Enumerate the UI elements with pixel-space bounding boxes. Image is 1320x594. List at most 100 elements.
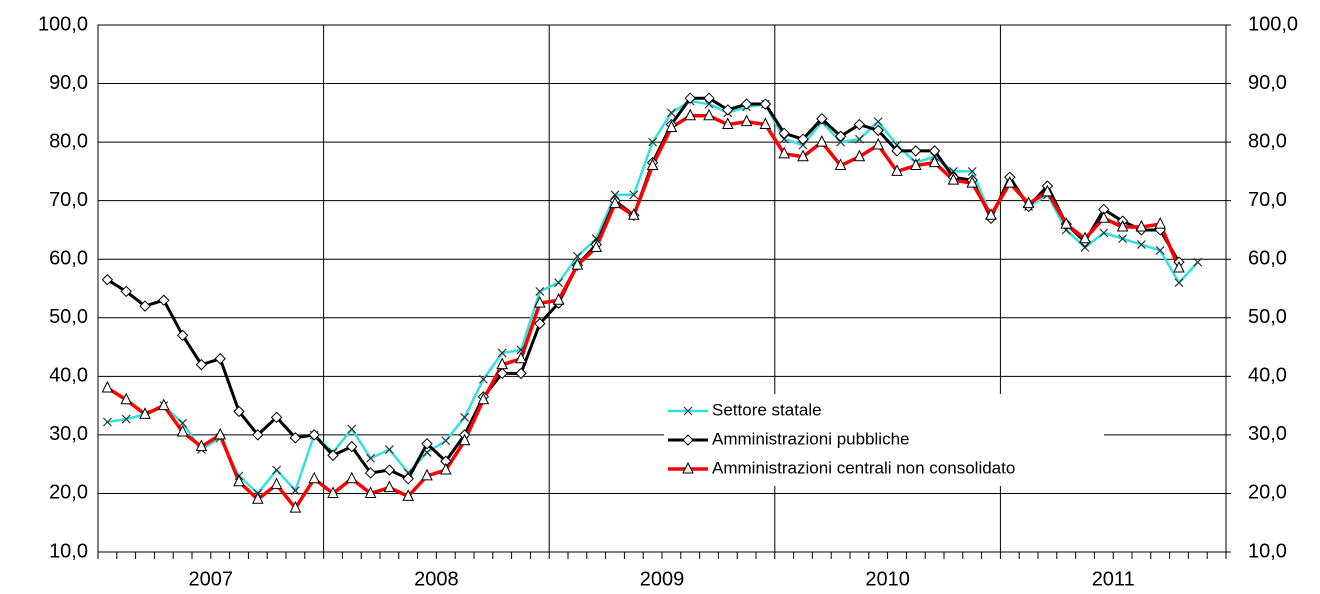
point-marker [948, 166, 958, 176]
y2-tick-label: 20,0 [1248, 482, 1287, 504]
point-marker [384, 445, 394, 454]
point-marker [854, 134, 864, 144]
point-marker [195, 358, 208, 371]
point-marker [364, 486, 377, 498]
point-marker [834, 130, 847, 142]
x-group-label: 2011 [1092, 568, 1135, 590]
point-marker [610, 190, 620, 200]
point-marker [157, 398, 170, 411]
point-marker [289, 432, 302, 444]
legend-box [664, 394, 1104, 486]
point-marker [1118, 234, 1128, 244]
point-marker [515, 367, 527, 380]
point-marker [422, 448, 432, 457]
point-marker [966, 175, 979, 188]
point-marker [1022, 196, 1035, 209]
point-marker [270, 477, 283, 490]
plot-border [97, 24, 1227, 553]
point-marker [120, 392, 133, 405]
legend-marker [682, 434, 694, 446]
point-marker [571, 257, 584, 270]
point-marker [101, 274, 114, 286]
legend-marker [683, 406, 693, 416]
point-marker [458, 433, 471, 446]
y2-tick-label: 70,0 [1248, 189, 1287, 211]
point-marker [816, 112, 828, 125]
point-marker [272, 465, 282, 475]
point-marker [496, 367, 508, 380]
point-marker [853, 118, 866, 131]
point-marker [909, 158, 922, 171]
point-marker [178, 418, 188, 428]
y2-tick-label: 100,0 [1248, 13, 1298, 35]
point-marker [289, 500, 302, 513]
point-marker [648, 137, 658, 147]
y2-tick-label: 80,0 [1248, 130, 1287, 152]
series-line [106, 114, 1181, 510]
legend-label: Amministrazioni pubbliche [712, 429, 909, 448]
point-marker [327, 449, 339, 462]
point-marker [496, 357, 509, 370]
point-marker [327, 486, 339, 498]
y-tick-label: 80,0 [49, 130, 88, 152]
y2-tick-label: 90,0 [1248, 72, 1287, 94]
point-marker [139, 407, 151, 419]
y2-tick-label: 30,0 [1248, 423, 1287, 445]
point-marker [1116, 219, 1129, 232]
point-marker [704, 99, 714, 109]
y2-tick-label: 10,0 [1248, 540, 1287, 562]
point-marker [383, 464, 396, 476]
point-marker [233, 405, 245, 418]
point-marker [836, 137, 846, 147]
y-tick-label: 10,0 [49, 540, 88, 562]
point-marker [572, 251, 582, 261]
point-marker [270, 411, 283, 424]
point-marker [627, 208, 640, 220]
point-marker [366, 453, 376, 463]
x-group-label: 2008 [414, 568, 459, 590]
y-tick-label: 30,0 [49, 423, 88, 445]
x-group-label: 2010 [865, 568, 910, 590]
point-marker [778, 127, 790, 140]
point-marker [703, 92, 715, 104]
point-marker [1155, 246, 1165, 255]
point-marker [214, 353, 226, 365]
point-marker [815, 134, 828, 147]
y-tick-label: 60,0 [49, 248, 88, 270]
point-marker [590, 240, 603, 253]
point-marker [1060, 216, 1073, 229]
y-tick-label: 50,0 [49, 306, 88, 328]
point-marker [308, 429, 320, 441]
point-marker [1003, 175, 1016, 188]
y2-tick-label: 60,0 [1248, 248, 1287, 270]
point-marker [364, 467, 377, 479]
point-marker [778, 146, 791, 159]
point-marker [1099, 228, 1109, 238]
point-marker [439, 462, 452, 475]
point-marker [120, 285, 132, 298]
point-marker [1135, 219, 1148, 232]
point-marker [1193, 257, 1203, 267]
legend-marker [682, 461, 694, 474]
point-marker [176, 424, 189, 437]
point-marker [1154, 216, 1167, 229]
point-marker [402, 489, 415, 501]
point-marker [516, 345, 526, 355]
point-marker [402, 473, 414, 485]
point-marker [497, 348, 507, 358]
point-marker [759, 98, 772, 110]
point-marker [665, 120, 678, 132]
point-marker [947, 173, 960, 185]
point-marker [591, 234, 601, 244]
point-marker [910, 145, 922, 157]
point-marker [101, 380, 114, 393]
point-marker [158, 294, 170, 306]
point-marker [252, 429, 264, 441]
point-marker [873, 117, 883, 127]
point-marker [251, 492, 264, 504]
y-tick-label: 70,0 [49, 189, 88, 211]
point-marker [798, 140, 808, 150]
point-marker [139, 300, 151, 312]
y-tick-label: 90,0 [49, 72, 88, 94]
